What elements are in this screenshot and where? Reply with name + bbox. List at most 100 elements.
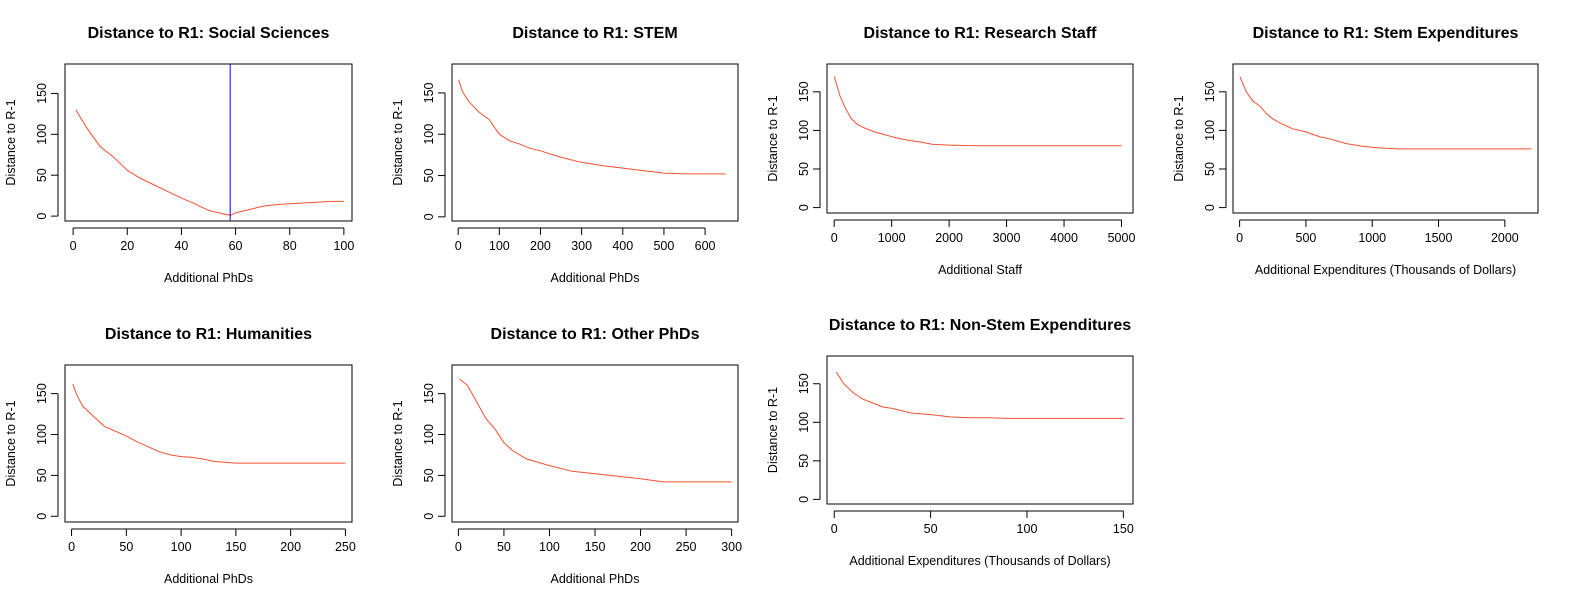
y-axis-label: Distance to R-1	[766, 387, 780, 473]
x-tick-label: 60	[229, 239, 243, 253]
chart-title: Distance to R1: Other PhDs	[491, 326, 700, 343]
chart-panel-1: Distance to R1: Social Sciences 0 20 40 60 80…	[4, 25, 354, 285]
chart-title: Distance to R1: Social Sciences	[88, 25, 330, 42]
plot-frame	[826, 355, 1134, 505]
y-axis-label: Distance to R-1	[766, 95, 780, 181]
x-axis-label: Additional PhDs	[164, 572, 253, 586]
x-tick-label: 0	[831, 231, 838, 245]
chart-title: Distance to R1: Stem Expenditures	[1253, 25, 1519, 42]
y-axis-label: Distance to R-1	[391, 99, 405, 185]
x-tick-label: 100	[333, 239, 354, 253]
plot-frame	[64, 63, 353, 222]
y-tick-label: 100	[1203, 120, 1217, 141]
y-tick-label: 100	[422, 424, 436, 445]
plot-frame	[451, 63, 739, 222]
y-axis-label: Distance to R-1	[4, 400, 18, 486]
x-axis-label: Additional PhDs	[164, 271, 253, 285]
chart-title: Distance to R1: Non-Stem Expenditures	[829, 317, 1131, 334]
y-tick-label: 150	[35, 383, 49, 404]
y-tick-label: 150	[797, 81, 811, 102]
y-tick-label: 0	[797, 204, 811, 211]
y-axis-label: Distance to R-1	[4, 99, 18, 185]
y-tick-label: 0	[35, 213, 49, 220]
x-axis-label: Additional PhDs	[551, 271, 640, 285]
y-tick-label: 50	[35, 468, 49, 482]
y-tick-label: 0	[422, 513, 436, 520]
x-tick-label: 0	[455, 540, 462, 554]
y-tick-label: 100	[35, 424, 49, 445]
y-tick-label: 150	[1203, 81, 1217, 102]
x-tick-label: 150	[1113, 522, 1134, 536]
series-line	[1239, 76, 1532, 150]
x-tick-label: 2000	[1491, 231, 1519, 245]
x-tick-label: 100	[1017, 522, 1038, 536]
chart-title: Distance to R1: Research Staff	[864, 25, 1098, 42]
series-line	[72, 383, 346, 464]
chart-panel-7: Distance to R1: Non-Stem Expenditures 0 50…	[766, 317, 1134, 568]
y-tick-label: 50	[422, 468, 436, 482]
x-tick-label: 0	[70, 239, 77, 253]
x-tick-label: 0	[1236, 231, 1243, 245]
chart-title: Distance to R1: Humanities	[105, 326, 312, 343]
y-tick-label: 0	[797, 496, 811, 503]
x-tick-label: 20	[120, 239, 134, 253]
x-tick-label: 50	[119, 540, 133, 554]
x-tick-label: 0	[455, 239, 462, 253]
y-tick-label: 50	[797, 454, 811, 468]
y-tick-label: 50	[35, 168, 49, 182]
x-axis-label: Additional Expenditures (Thousands of Do…	[849, 554, 1110, 568]
x-tick-label: 150	[585, 540, 606, 554]
x-tick-label: 400	[612, 239, 633, 253]
x-tick-label: 80	[283, 239, 297, 253]
plot-frame	[1232, 63, 1539, 214]
x-tick-label: 100	[489, 239, 510, 253]
y-axis-label: Distance to R-1	[1172, 95, 1186, 181]
x-tick-label: 1000	[878, 231, 906, 245]
y-tick-label: 50	[422, 169, 436, 183]
y-tick-label: 0	[422, 213, 436, 220]
x-tick-label: 50	[924, 522, 938, 536]
series-line	[75, 109, 344, 216]
x-tick-label: 1000	[1358, 231, 1386, 245]
x-tick-label: 40	[174, 239, 188, 253]
x-tick-label: 100	[171, 540, 192, 554]
y-tick-label: 0	[35, 513, 49, 520]
y-tick-label: 100	[797, 120, 811, 141]
x-tick-label: 200	[280, 540, 301, 554]
x-tick-label: 1500	[1425, 231, 1453, 245]
x-axis-label: Additional PhDs	[551, 572, 640, 586]
plot-frame	[451, 364, 739, 523]
x-tick-label: 200	[530, 239, 551, 253]
y-axis-label: Distance to R-1	[391, 400, 405, 486]
x-tick-label: 0	[831, 522, 838, 536]
x-tick-label: 5000	[1108, 231, 1136, 245]
chart-panel-6: Distance to R1: Other PhDs 0 50 100 150 200 25…	[391, 326, 742, 586]
x-tick-label: 200	[630, 540, 651, 554]
x-tick-label: 500	[653, 239, 674, 253]
y-tick-label: 100	[35, 124, 49, 145]
x-axis-label: Additional Staff	[938, 263, 1022, 277]
y-tick-label: 150	[797, 373, 811, 394]
y-tick-label: 100	[797, 412, 811, 433]
x-tick-label: 250	[676, 540, 697, 554]
x-tick-label: 3000	[993, 231, 1021, 245]
chart-title: Distance to R1: STEM	[512, 25, 677, 42]
chart-panel-2: Distance to R1: STEM 0 100 200 300 400 500 600 0…	[391, 25, 739, 285]
x-tick-label: 100	[539, 540, 560, 554]
series-line	[835, 371, 1124, 419]
x-tick-label: 4000	[1050, 231, 1078, 245]
y-tick-label: 150	[422, 383, 436, 404]
series-line	[833, 76, 1122, 147]
y-tick-label: 100	[422, 124, 436, 145]
x-tick-label: 150	[225, 540, 246, 554]
series-line	[458, 378, 732, 483]
y-tick-label: 150	[35, 83, 49, 104]
x-tick-label: 300	[571, 239, 592, 253]
y-tick-label: 150	[422, 82, 436, 103]
x-tick-label: 0	[68, 540, 75, 554]
y-tick-label: 0	[1203, 204, 1217, 211]
x-tick-label: 600	[695, 239, 716, 253]
